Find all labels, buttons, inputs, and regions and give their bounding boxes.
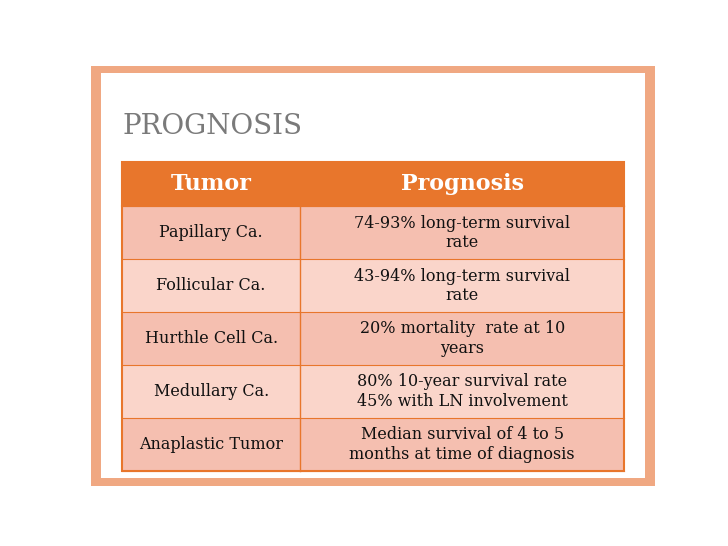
Text: Follicular Ca.: Follicular Ca.: [157, 277, 266, 294]
Bar: [645, 66, 655, 486]
Text: Median survival of 4 to 5
months at time of diagnosis: Median survival of 4 to 5 months at time…: [349, 426, 575, 463]
Bar: [122, 312, 624, 365]
Text: Hurthle Cell Ca.: Hurthle Cell Ca.: [145, 330, 277, 347]
Text: Anaplastic Tumor: Anaplastic Tumor: [139, 436, 283, 453]
Bar: [122, 162, 624, 471]
Text: Tumor: Tumor: [171, 173, 252, 195]
Bar: [122, 259, 624, 312]
Text: PROGNOSIS: PROGNOSIS: [122, 113, 302, 140]
Text: 74-93% long-term survival
rate: 74-93% long-term survival rate: [354, 215, 570, 251]
Text: Prognosis: Prognosis: [400, 173, 523, 195]
Text: Papillary Ca.: Papillary Ca.: [159, 224, 263, 241]
Bar: [122, 162, 624, 206]
Text: Medullary Ca.: Medullary Ca.: [154, 383, 269, 400]
Bar: [122, 418, 624, 471]
Bar: [91, 66, 101, 486]
Text: 80% 10-year survival rate
45% with LN involvement: 80% 10-year survival rate 45% with LN in…: [357, 373, 568, 410]
Text: 20% mortality  rate at 10
years: 20% mortality rate at 10 years: [360, 321, 565, 357]
Bar: [91, 66, 655, 73]
Bar: [122, 206, 624, 259]
Bar: [91, 478, 655, 486]
Text: 43-94% long-term survival
rate: 43-94% long-term survival rate: [355, 268, 570, 304]
Bar: [122, 365, 624, 418]
